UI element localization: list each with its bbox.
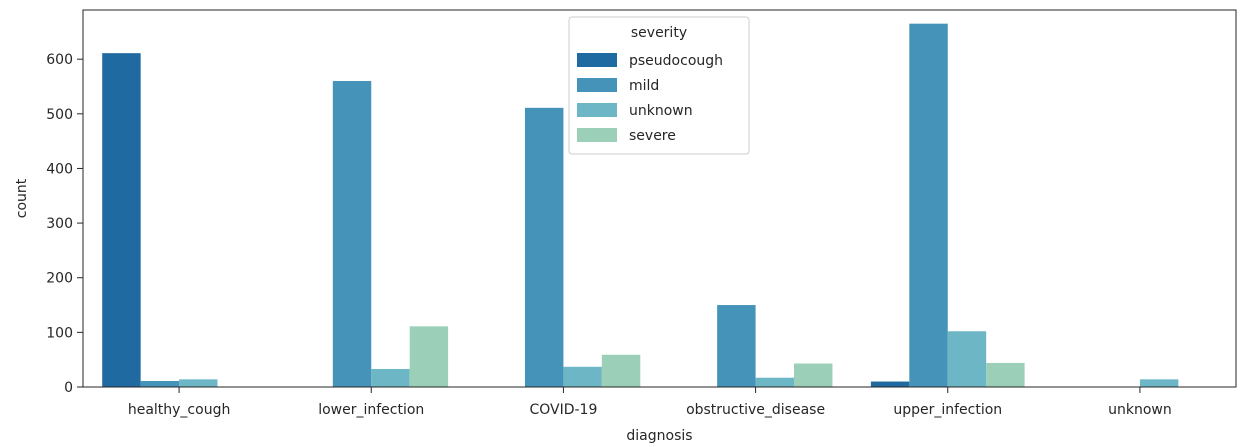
x-tick-label-COVID-19: COVID-19 bbox=[529, 402, 597, 418]
x-tick-label-healthy_cough: healthy_cough bbox=[128, 402, 231, 418]
bar-severe-lower_infection bbox=[409, 326, 449, 387]
bar-unknown-upper_infection bbox=[947, 331, 987, 387]
x-tick-label-unknown: unknown bbox=[1108, 402, 1172, 418]
bar-severe-obstructive_disease bbox=[794, 363, 833, 387]
x-tick-label-obstructive_disease: obstructive_disease bbox=[686, 402, 825, 418]
y-axis-label: count bbox=[14, 178, 30, 218]
legend-label-pseudocough: pseudocough bbox=[629, 53, 723, 69]
bar-unknown-healthy_cough bbox=[179, 379, 218, 387]
legend-label-unknown: unknown bbox=[629, 103, 693, 119]
x-tick-label-upper_infection: upper_infection bbox=[893, 402, 1002, 418]
bar-pseudocough-upper_infection bbox=[870, 381, 910, 387]
x-axis-label: diagnosis bbox=[626, 428, 692, 444]
bar-mild-upper_infection bbox=[909, 23, 948, 387]
y-tick-label: 500 bbox=[46, 107, 73, 123]
legend-swatch-mild bbox=[577, 78, 617, 92]
legend-label-severe: severe bbox=[629, 128, 676, 144]
y-tick-label: 300 bbox=[46, 216, 73, 232]
y-tick-label: 600 bbox=[46, 52, 73, 68]
y-axis: 0 100 200 300 400 500 600 bbox=[46, 52, 83, 396]
legend-label-mild: mild bbox=[629, 78, 659, 94]
y-tick-label: 0 bbox=[64, 380, 73, 396]
legend: severity pseudocough mild unknown severe bbox=[568, 16, 750, 155]
bar-mild-lower_infection bbox=[332, 81, 372, 387]
legend-title: severity bbox=[631, 25, 687, 41]
legend-items: pseudocough mild unknown severe bbox=[577, 53, 723, 144]
bar-unknown-COVID-19 bbox=[563, 366, 602, 387]
bar-unknown-lower_infection bbox=[371, 368, 410, 387]
bar-unknown-unknown bbox=[1139, 379, 1179, 387]
bar-mild-obstructive_disease bbox=[717, 305, 756, 387]
bar-severe-upper_infection bbox=[986, 362, 1025, 387]
y-tick-label: 400 bbox=[46, 161, 73, 177]
bar-pseudocough-healthy_cough bbox=[102, 53, 141, 388]
bars-layer bbox=[102, 23, 1179, 388]
x-axis: healthy_cough lower_infection COVID-19 obst… bbox=[128, 387, 1172, 418]
bar-unknown-obstructive_disease bbox=[755, 377, 795, 387]
y-tick-label: 200 bbox=[46, 271, 73, 287]
legend-swatch-pseudocough bbox=[577, 53, 617, 67]
x-tick-label-lower_infection: lower_infection bbox=[318, 402, 424, 418]
legend-swatch-unknown bbox=[577, 103, 617, 117]
y-tick-label: 100 bbox=[46, 325, 73, 341]
bar-mild-healthy_cough bbox=[140, 380, 180, 387]
bar-mild-COVID-19 bbox=[524, 107, 564, 387]
bar-severe-COVID-19 bbox=[601, 354, 641, 387]
legend-swatch-severe bbox=[577, 128, 617, 142]
legend-box bbox=[568, 16, 750, 155]
plot-frame bbox=[82, 9, 1237, 388]
